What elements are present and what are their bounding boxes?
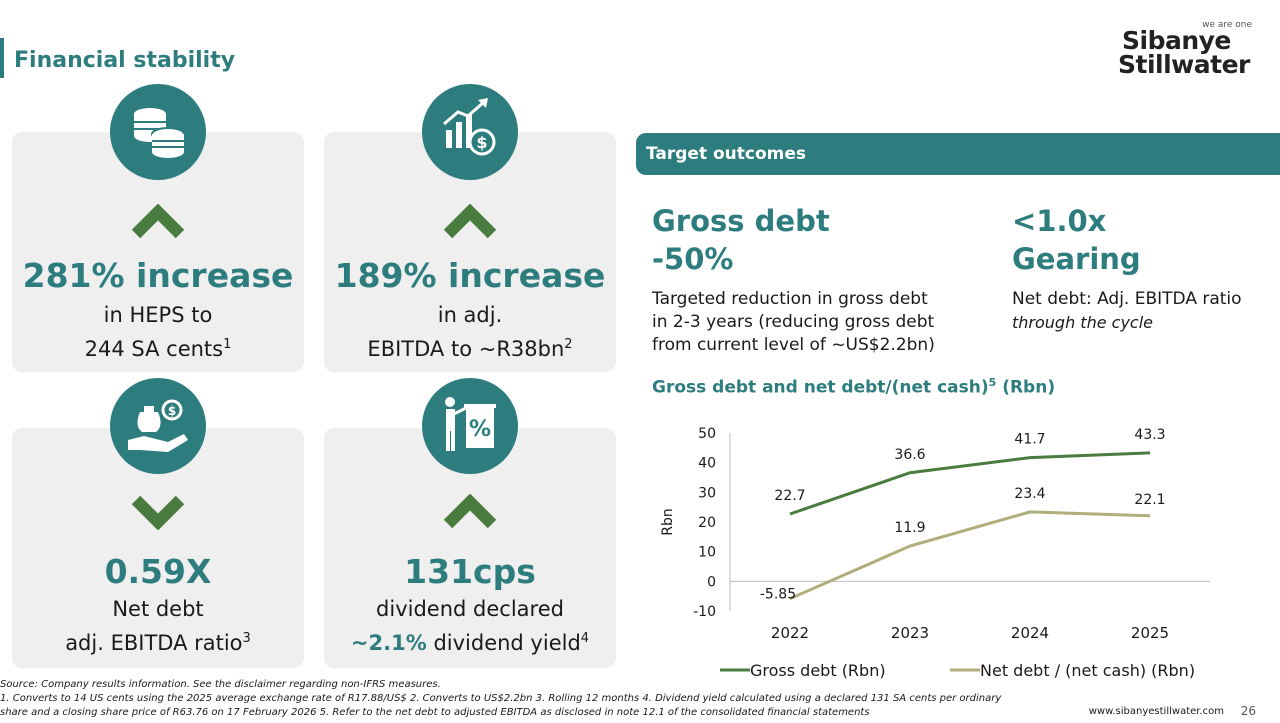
svg-text:%: % xyxy=(469,417,491,442)
footnote-source: Source: Company results information. See… xyxy=(0,679,441,690)
gearing-title-line-1: <1.0x xyxy=(1012,204,1107,238)
dividend-text-line-1: dividend declared xyxy=(376,597,564,621)
y-tick-label: 40 xyxy=(698,456,716,472)
y-tick-label: 10 xyxy=(698,545,716,561)
gross-debt-description: Targeted reduction in gross debt in 2-3 … xyxy=(652,288,935,357)
ebitda-headline: 189% increase xyxy=(334,256,606,295)
dividend-headline: 131cps xyxy=(404,552,536,591)
legend-label: Gross debt (Rbn) xyxy=(750,661,886,680)
x-tick-label: 2025 xyxy=(1131,624,1169,642)
y-axis-label: Rbn xyxy=(660,508,676,536)
data-label: 22.7 xyxy=(774,488,805,504)
svg-text:$: $ xyxy=(168,404,176,418)
heps-text-line-2: 244 SA cents1 xyxy=(84,337,232,361)
net-debt-headline: 0.59X xyxy=(104,552,212,591)
target-outcomes-banner: Target outcomes xyxy=(636,133,1280,175)
svg-text:$: $ xyxy=(476,133,487,152)
money-bag-hand-icon: $ xyxy=(110,378,206,474)
page-number: 26 xyxy=(1240,704,1256,718)
heps-text-line-1: in HEPS to xyxy=(103,303,213,327)
gross-debt-title-line-2: -50% xyxy=(652,242,734,276)
ebitda-text-line-1: in adj. xyxy=(437,303,503,327)
net-debt-text-line-2: adj. EBITDA ratio3 xyxy=(65,631,251,655)
gearing-title-line-2: Gearing xyxy=(1012,242,1141,276)
page-title: Financial stability xyxy=(14,48,236,73)
coins-icon xyxy=(110,84,206,180)
chevron-up-icon xyxy=(443,494,497,529)
gross-debt-desc-line-3: from current level of ~US$2.2bn) xyxy=(652,335,935,355)
gross-debt-title: Gross debt -50% xyxy=(652,202,830,278)
x-tick-label: 2024 xyxy=(1011,624,1049,642)
gearing-desc-line-1: Net debt: Adj. EBITDA ratio xyxy=(1012,289,1242,309)
logo-line-1: Sibanye xyxy=(1122,26,1231,55)
title-accent-bar xyxy=(0,38,4,78)
chevron-up-icon xyxy=(131,204,185,239)
gross-debt-title-line-1: Gross debt xyxy=(652,204,830,238)
heps-headline: 281% increase xyxy=(22,256,294,295)
chevron-up-icon xyxy=(443,204,497,239)
gross-debt-desc-line-1: Targeted reduction in gross debt xyxy=(652,289,928,309)
data-label: 41.7 xyxy=(1014,432,1045,448)
y-tick-label: 50 xyxy=(698,426,716,442)
website-link[interactable]: www.sibanyestillwater.com xyxy=(1088,706,1224,717)
y-tick-label: 0 xyxy=(707,574,716,590)
data-label: 11.9 xyxy=(894,520,925,536)
target-outcomes-label: Target outcomes xyxy=(646,144,807,164)
legend-label: Net debt / (net cash) (Rbn) xyxy=(980,661,1195,680)
y-tick-label: 30 xyxy=(698,485,716,501)
y-tick-label: -10 xyxy=(693,604,716,620)
x-tick-label: 2023 xyxy=(891,624,929,642)
dividend-percent-icon: % xyxy=(422,378,518,474)
chart-title: Gross debt and net debt/(net cash)5 (Rbn… xyxy=(652,376,1056,398)
footnote-line-2: share and a closing share price of R63.7… xyxy=(0,707,870,718)
debt-line-chart: -10 0 10 20 30 40 50 Rbn 2022 2023 2024 2025 22.7 36.… xyxy=(660,426,1210,680)
data-label: -5.85 xyxy=(760,587,796,603)
data-label: 22.1 xyxy=(1134,492,1165,508)
dividend-text-line-2: ~2.1% dividend yield4 xyxy=(350,631,590,655)
x-tick-label: 2022 xyxy=(771,624,809,642)
series-line xyxy=(789,451,1151,516)
growth-dollar-icon: $ xyxy=(422,84,518,180)
gearing-desc-line-2: through the cycle xyxy=(1012,313,1153,332)
chevron-down-icon xyxy=(131,495,185,530)
logo-line-2: Stillwater xyxy=(1118,50,1250,79)
gross-debt-desc-line-2: in 2-3 years (reducing gross debt xyxy=(652,312,935,332)
data-label: 43.3 xyxy=(1134,427,1165,443)
company-logo: we are one Sibanye Stillwater xyxy=(1116,14,1262,79)
gearing-title: <1.0x Gearing xyxy=(1012,202,1141,278)
footnote-line-1: 1. Converts to 14 US cents using the 202… xyxy=(0,693,1002,704)
logo-tagline: we are one xyxy=(1202,20,1252,30)
dividend-card: 131cps dividend declared ~2.1% dividend … xyxy=(324,428,616,668)
gearing-description: Net debt: Adj. EBITDA ratio through the … xyxy=(1012,288,1242,335)
ebitda-text-line-2: EBITDA to ~R38bn2 xyxy=(367,337,573,361)
net-debt-text-line-1: Net debt xyxy=(112,597,204,621)
y-tick-label: 20 xyxy=(698,515,716,531)
data-label: 23.4 xyxy=(1014,486,1045,502)
data-label: 36.6 xyxy=(894,447,925,463)
series-line xyxy=(789,510,1151,601)
